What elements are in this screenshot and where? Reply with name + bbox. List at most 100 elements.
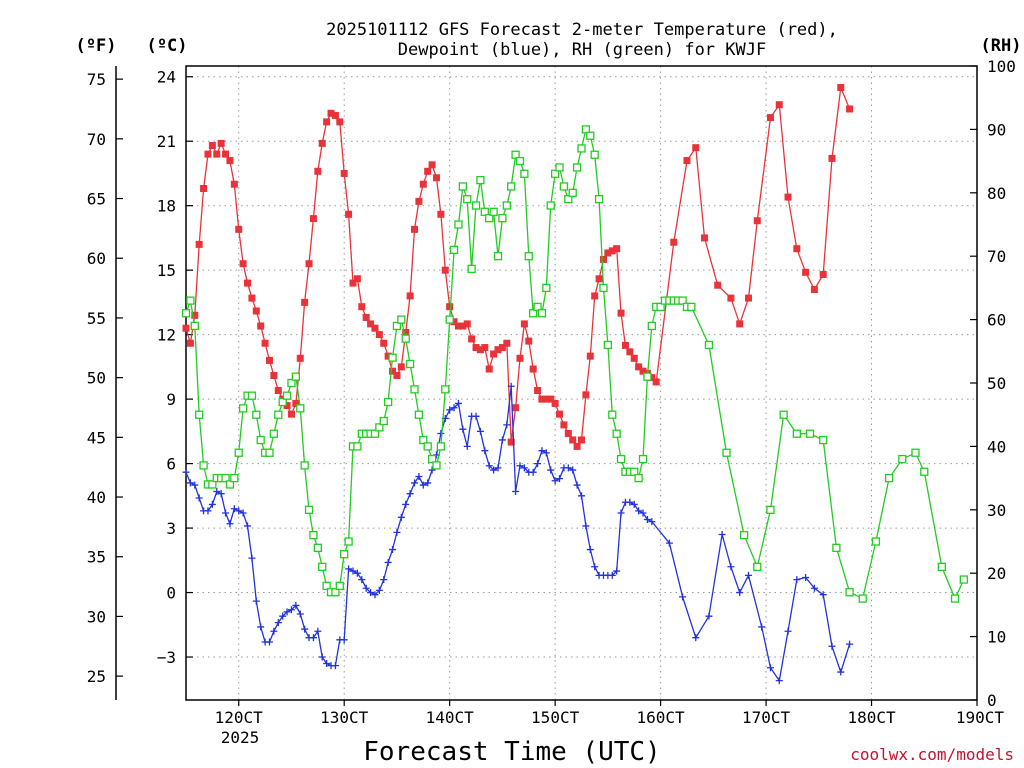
dewpoint-point-23 xyxy=(283,608,291,616)
temperature-point-38 xyxy=(349,279,357,287)
dewpoint-point-90 xyxy=(578,492,585,500)
dewpoint-point-117 xyxy=(775,677,783,685)
rh-point-53 xyxy=(414,410,424,419)
temperature-point-121 xyxy=(802,268,810,276)
temperature-point-43 xyxy=(371,324,379,332)
temperature-point-115 xyxy=(744,294,752,302)
dewpoint-point-51 xyxy=(406,490,414,498)
celsius-tick-label-5: 12 xyxy=(157,326,176,345)
rh-point-28 xyxy=(304,505,314,514)
temperature-point-95 xyxy=(599,255,607,263)
rh-point-19 xyxy=(265,448,274,457)
rh-point-135 xyxy=(959,575,968,584)
temperature-point-16 xyxy=(252,307,260,315)
temperature-point-52 xyxy=(411,225,419,233)
dewpoint-point-120 xyxy=(802,573,810,581)
dewpoint-point-73 xyxy=(503,421,511,429)
rh-series xyxy=(181,125,968,603)
rh-point-81 xyxy=(537,309,547,318)
rh-point-86 xyxy=(559,182,569,191)
temperature-point-15 xyxy=(248,294,256,302)
dewpoint-point-25 xyxy=(292,601,300,609)
temperature-point-76 xyxy=(516,354,524,362)
temperature-point-24 xyxy=(287,410,295,418)
temperature-point-122 xyxy=(810,286,818,294)
rh-point-61 xyxy=(449,245,459,255)
rh-point-93 xyxy=(590,150,599,159)
x-tick-label-3: 150CT xyxy=(531,708,580,727)
celsius-tick-label-8: 21 xyxy=(157,132,176,151)
rh-point-48 xyxy=(392,321,402,331)
rh-point-103 xyxy=(634,473,643,483)
rh-point-24 xyxy=(287,378,296,388)
temperature-point-75 xyxy=(512,404,520,412)
fahrenheit-tick-label-0: 25 xyxy=(87,667,106,686)
fahrenheit-tick-label-2: 35 xyxy=(87,548,106,567)
fahrenheit-tick-label-10: 75 xyxy=(87,70,106,89)
rh-point-50 xyxy=(401,334,410,343)
dewpoint-point-115 xyxy=(758,623,766,631)
dewpoint-point-39 xyxy=(353,569,361,577)
rh-point-20 xyxy=(269,429,279,438)
rh-point-123 xyxy=(805,429,815,438)
fahrenheit-tick-label-5: 50 xyxy=(87,369,106,388)
temperature-point-63 xyxy=(459,322,467,330)
dewpoint-point-3 xyxy=(195,494,203,502)
dewpoint-point-98 xyxy=(613,567,621,575)
fahrenheit-tick-label-8: 65 xyxy=(87,190,106,209)
temperature-point-67 xyxy=(476,346,484,354)
dewpoint-point-47 xyxy=(389,546,397,554)
rh-tick-label-4: 40 xyxy=(987,437,1006,456)
temperature-point-94 xyxy=(595,275,603,283)
temperature-point-58 xyxy=(437,210,445,218)
dewpoint-point-9 xyxy=(222,509,230,517)
temperature-point-10 xyxy=(226,157,234,165)
rh-point-55 xyxy=(423,442,432,451)
temperature-point-18 xyxy=(261,339,269,347)
rh-point-44 xyxy=(375,423,384,432)
temperature-point-111 xyxy=(701,234,709,242)
temperature-point-101 xyxy=(626,348,634,356)
temperature-point-83 xyxy=(547,395,555,403)
dewpoint-point-13 xyxy=(239,509,247,517)
rh-point-96 xyxy=(603,340,613,350)
temperature-point-60 xyxy=(446,303,454,311)
rh-point-105 xyxy=(643,372,652,381)
rh-point-72 xyxy=(498,214,507,223)
dewpoint-point-121 xyxy=(810,584,818,592)
temperature-point-3 xyxy=(195,240,203,248)
temperature-point-78 xyxy=(525,337,533,345)
rh-point-121 xyxy=(779,410,788,419)
rh-point-94 xyxy=(594,194,604,204)
temperature-point-59 xyxy=(441,266,449,274)
dewpoint-point-62 xyxy=(454,399,462,407)
rh-point-59 xyxy=(441,385,450,394)
x-tick-year: 2025 xyxy=(221,728,260,747)
dewpoint-point-81 xyxy=(538,447,546,455)
dewpoint-point-1 xyxy=(186,479,194,487)
rh-point-88 xyxy=(568,188,577,197)
chart-title-line2: Dewpoint (blue), RH (green) for KWJF xyxy=(398,40,766,60)
rh-point-120 xyxy=(766,505,775,514)
plot-frame xyxy=(185,65,978,701)
rh-point-15 xyxy=(247,391,257,400)
temperature-point-108 xyxy=(670,238,678,246)
dewpoint-point-6 xyxy=(208,500,216,508)
rh-point-47 xyxy=(388,353,397,362)
rh-point-23 xyxy=(282,391,292,400)
dewpoint-point-79 xyxy=(529,468,537,476)
dewpoint-point-55 xyxy=(424,479,432,487)
dewpoint-point-19 xyxy=(265,638,273,646)
temperature-point-20 xyxy=(270,371,278,379)
dewpoint-point-50 xyxy=(402,500,410,508)
rh-point-68 xyxy=(480,207,489,216)
dewpoint-point-43 xyxy=(371,591,379,599)
celsius-tick-label-4: 9 xyxy=(166,390,176,409)
rh-point-66 xyxy=(471,201,481,210)
rh-point-51 xyxy=(405,359,415,369)
rh-point-6 xyxy=(208,480,217,489)
rh-tick-label-3: 30 xyxy=(987,501,1006,520)
celsius-tick-label-1: 0 xyxy=(166,584,176,603)
rh-point-25 xyxy=(291,372,301,381)
dewpoint-point-67 xyxy=(476,427,484,435)
